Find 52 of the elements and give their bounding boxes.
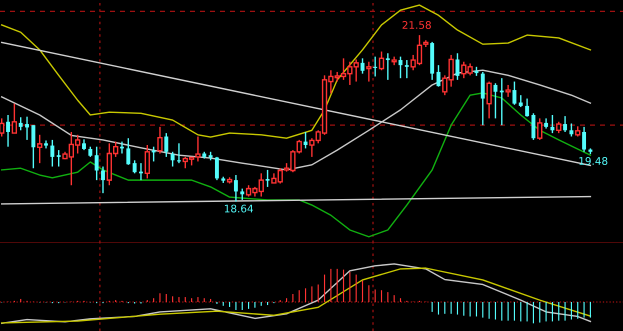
candlestick: [486, 80, 492, 120]
candlestick: [582, 126, 586, 152]
candlestick: [569, 122, 574, 138]
candlestick: [360, 58, 364, 74]
candlestick: [50, 139, 54, 168]
candlestick: [500, 77, 504, 126]
candlestick: [0, 118, 4, 138]
candlestick: [398, 56, 402, 79]
candlestick: [56, 149, 61, 168]
candlestick: [378, 50, 384, 71]
candlestick: [234, 174, 238, 202]
candlestick: [101, 166, 105, 194]
candlestick: [531, 112, 536, 141]
candlestick: [550, 114, 554, 134]
candlestick: [12, 102, 18, 134]
candlestick: [556, 121, 562, 134]
candlestick: [25, 116, 29, 141]
candlestick: [518, 94, 523, 108]
candlestick: [563, 115, 568, 133]
candlestick: [544, 118, 548, 130]
annotation: 21.58: [402, 21, 431, 29]
candlestick: [505, 84, 511, 98]
candlestick: [493, 82, 498, 120]
candlestick: [304, 131, 308, 150]
candlestick: [37, 134, 42, 164]
candlestick: [525, 98, 530, 118]
candlestick: [164, 132, 168, 158]
candlestick: [436, 64, 440, 88]
candlestick: [537, 118, 542, 141]
candlestick: [157, 126, 163, 154]
candlestick: [152, 146, 156, 162]
candlestick: [126, 138, 130, 166]
candlestick: [82, 138, 86, 151]
candlestick: [31, 124, 36, 169]
candlestick: [456, 52, 460, 81]
annotation: 18.64: [224, 204, 254, 212]
annotation: 19.48: [579, 157, 608, 165]
candlestick: [132, 160, 137, 174]
candlestick: [120, 140, 124, 154]
candlestick: [214, 156, 219, 181]
candlestick: [144, 144, 150, 180]
candlestick: [404, 59, 409, 79]
candlestick: [18, 116, 23, 131]
candlestick: [512, 80, 516, 106]
candlestick: [88, 146, 92, 158]
candlestick: [240, 188, 244, 201]
candlestick: [575, 126, 580, 138]
candlestick: [139, 162, 143, 181]
candlestick: [170, 151, 175, 168]
candlestick: [6, 114, 10, 148]
candlestick: [366, 61, 372, 82]
candlestick: [94, 146, 99, 181]
